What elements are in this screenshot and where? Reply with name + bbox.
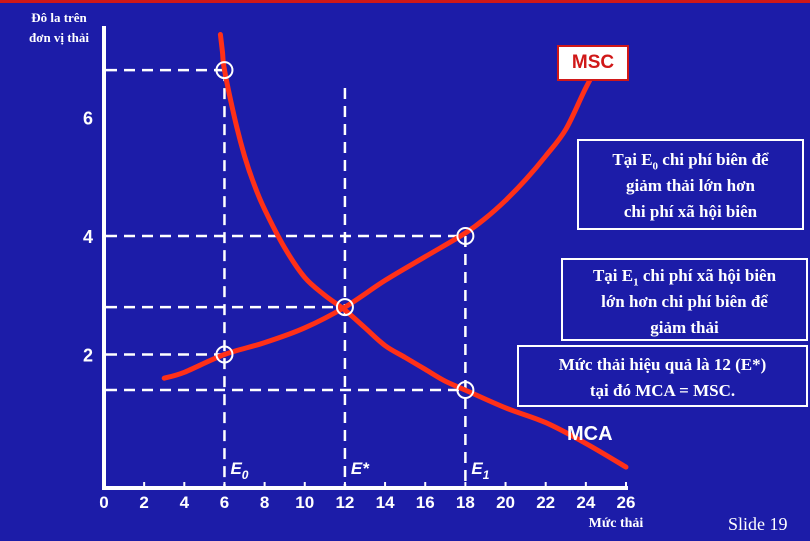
point-labels: E0 E* E1	[230, 459, 489, 482]
x-tick-label-26: 26	[617, 493, 636, 512]
intersection-marker-3	[456, 227, 475, 245]
x-tick-label-14: 14	[376, 493, 395, 512]
axes	[102, 26, 628, 490]
msc-label: MSC	[557, 45, 629, 81]
note-e1-line3: giảm thải	[650, 318, 719, 337]
intersection-marker-4	[456, 381, 475, 400]
series-mca-line	[217, 32, 629, 470]
intersection-marker-2	[335, 298, 354, 317]
x-tick-label-4: 4	[180, 493, 190, 512]
x-tick-label-24: 24	[576, 493, 595, 512]
point-label-18: E1	[471, 459, 489, 482]
point-label-12: E*	[351, 459, 370, 478]
intersection-marker-1	[215, 345, 234, 364]
note-efficient-line1: Mức thải hiệu quả là 12 (E*)	[558, 355, 767, 374]
intersection-marker-0	[215, 61, 234, 80]
x-tick-label-0: 0	[99, 493, 108, 512]
note-e0-line2: giảm thải lớn hơn	[626, 176, 755, 195]
x-tick-label-8: 8	[260, 493, 269, 512]
x-tick-label-10: 10	[295, 493, 314, 512]
x-tick-label-16: 16	[416, 493, 435, 512]
y-axis-label: Đô la trên đơn vị thải	[29, 10, 89, 45]
guide-lines	[106, 68, 467, 488]
x-tick-label-2: 2	[139, 493, 148, 512]
top-rule	[0, 0, 810, 3]
x-tick-label-22: 22	[536, 493, 555, 512]
x-tick-label-18: 18	[456, 493, 475, 512]
markers	[215, 61, 475, 400]
note-efficient: Mức thải hiệu quả là 12 (E*) tại đó MCA …	[517, 345, 808, 407]
note-e0: Tại E0 chi phí biên để giảm thải lớn hơn…	[577, 139, 804, 230]
series-msc-line	[161, 55, 605, 381]
note-e0-line3: chi phí xã hội biên	[623, 202, 758, 221]
curves	[161, 32, 629, 470]
y-tick-label-4: 4	[83, 227, 93, 247]
x-tick-label-20: 20	[496, 493, 515, 512]
y-tick-label-2: 2	[83, 346, 93, 366]
note-e1: Tại E1 chi phí xã hội biên lớn hơn chi p…	[561, 258, 808, 341]
note-e1-line2: lớn hơn chi phí biên để	[601, 292, 768, 311]
mca-label: MCA	[567, 423, 613, 445]
y-tick-label-6: 6	[83, 109, 93, 129]
x-axis-label: Mức thải	[588, 516, 644, 531]
note-e0-line1: Tại E0 chi phí biên để	[612, 150, 769, 173]
x-tick-label-12: 12	[335, 493, 354, 512]
x-tick-label-6: 6	[220, 493, 229, 512]
note-efficient-line2: tại đó MCA = MSC.	[589, 381, 736, 400]
point-label-6: E0	[230, 459, 248, 482]
note-e1-line1: Tại E1 chi phí xã hội biên	[592, 266, 777, 289]
slide-number: Slide 19	[728, 514, 788, 534]
